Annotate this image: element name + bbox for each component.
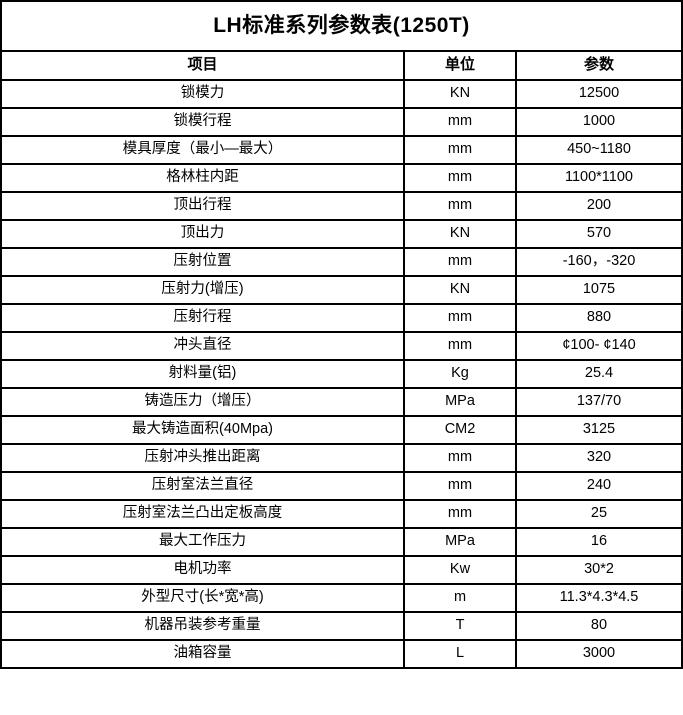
param-name-cell: 铸造压力（增压） bbox=[0, 387, 405, 417]
table-row: 压射位置 mm -160，-320 bbox=[0, 247, 683, 277]
table-header-row: 项目 单位 参数 bbox=[0, 50, 683, 81]
unit-cell: T bbox=[403, 611, 517, 641]
unit-cell: KN bbox=[403, 79, 517, 109]
table-row: 机器吊装参考重量 T 80 bbox=[0, 611, 683, 641]
unit-cell: mm bbox=[403, 471, 517, 501]
column-header-unit: 单位 bbox=[403, 50, 517, 81]
value-cell: 200 bbox=[515, 191, 683, 221]
unit-cell: Kw bbox=[403, 555, 517, 585]
param-name-cell: 油箱容量 bbox=[0, 639, 405, 669]
value-cell: 11.3*4.3*4.5 bbox=[515, 583, 683, 613]
unit-cell: CM2 bbox=[403, 415, 517, 445]
table-row: 压射冲头推出距离 mm 320 bbox=[0, 443, 683, 473]
param-name-cell: 锁模行程 bbox=[0, 107, 405, 137]
value-cell: 25 bbox=[515, 499, 683, 529]
table-row: 锁模行程 mm 1000 bbox=[0, 107, 683, 137]
param-name-cell: 压射行程 bbox=[0, 303, 405, 333]
table-row: 锁模力 KN 12500 bbox=[0, 79, 683, 109]
table-row: 最大工作压力 MPa 16 bbox=[0, 527, 683, 557]
value-cell: 3125 bbox=[515, 415, 683, 445]
param-name-cell: 压射冲头推出距离 bbox=[0, 443, 405, 473]
value-cell: 30*2 bbox=[515, 555, 683, 585]
param-name-cell: 电机功率 bbox=[0, 555, 405, 585]
unit-cell: KN bbox=[403, 219, 517, 249]
unit-cell: mm bbox=[403, 163, 517, 193]
column-header-value: 参数 bbox=[515, 50, 683, 81]
unit-cell: mm bbox=[403, 135, 517, 165]
unit-cell: mm bbox=[403, 247, 517, 277]
param-name-cell: 外型尺寸(长*宽*高) bbox=[0, 583, 405, 613]
table-row: 格林柱内距 mm 1100*1100 bbox=[0, 163, 683, 193]
param-name-cell: 压射位置 bbox=[0, 247, 405, 277]
value-cell: 12500 bbox=[515, 79, 683, 109]
param-name-cell: 最大铸造面积(40Mpa) bbox=[0, 415, 405, 445]
column-header-item: 项目 bbox=[0, 50, 405, 81]
value-cell: 450~1180 bbox=[515, 135, 683, 165]
value-cell: 320 bbox=[515, 443, 683, 473]
param-name-cell: 压射力(增压) bbox=[0, 275, 405, 305]
param-name-cell: 机器吊装参考重量 bbox=[0, 611, 405, 641]
value-cell: 16 bbox=[515, 527, 683, 557]
unit-cell: m bbox=[403, 583, 517, 613]
unit-cell: mm bbox=[403, 499, 517, 529]
table-row: 顶出行程 mm 200 bbox=[0, 191, 683, 221]
param-name-cell: 顶出行程 bbox=[0, 191, 405, 221]
unit-cell: L bbox=[403, 639, 517, 669]
table-row: 冲头直径 mm ¢100- ¢140 bbox=[0, 331, 683, 361]
value-cell: 570 bbox=[515, 219, 683, 249]
table-row: 电机功率 Kw 30*2 bbox=[0, 555, 683, 585]
value-cell: -160，-320 bbox=[515, 247, 683, 277]
unit-cell: Kg bbox=[403, 359, 517, 389]
table-title-row: LH标准系列参数表(1250T) bbox=[0, 0, 683, 52]
table-row: 射料量(铝) Kg 25.4 bbox=[0, 359, 683, 389]
unit-cell: MPa bbox=[403, 527, 517, 557]
value-cell: ¢100- ¢140 bbox=[515, 331, 683, 361]
param-name-cell: 顶出力 bbox=[0, 219, 405, 249]
param-name-cell: 格林柱内距 bbox=[0, 163, 405, 193]
param-name-cell: 最大工作压力 bbox=[0, 527, 405, 557]
unit-cell: MPa bbox=[403, 387, 517, 417]
unit-cell: mm bbox=[403, 191, 517, 221]
param-name-cell: 压射室法兰直径 bbox=[0, 471, 405, 501]
table-row: 顶出力 KN 570 bbox=[0, 219, 683, 249]
unit-cell: mm bbox=[403, 107, 517, 137]
unit-cell: mm bbox=[403, 443, 517, 473]
value-cell: 80 bbox=[515, 611, 683, 641]
table-row: 铸造压力（增压） MPa 137/70 bbox=[0, 387, 683, 417]
table-row: 压射行程 mm 880 bbox=[0, 303, 683, 333]
table-row: 压射室法兰直径 mm 240 bbox=[0, 471, 683, 501]
parameter-table: LH标准系列参数表(1250T) 项目 单位 参数 锁模力 KN 12500 锁… bbox=[0, 0, 683, 669]
table-title: LH标准系列参数表(1250T) bbox=[0, 0, 683, 52]
table-row: 压射室法兰凸出定板高度 mm 25 bbox=[0, 499, 683, 529]
value-cell: 137/70 bbox=[515, 387, 683, 417]
param-name-cell: 锁模力 bbox=[0, 79, 405, 109]
table-row: 最大铸造面积(40Mpa) CM2 3125 bbox=[0, 415, 683, 445]
table-row: 压射力(增压) KN 1075 bbox=[0, 275, 683, 305]
value-cell: 1100*1100 bbox=[515, 163, 683, 193]
value-cell: 25.4 bbox=[515, 359, 683, 389]
param-name-cell: 射料量(铝) bbox=[0, 359, 405, 389]
unit-cell: mm bbox=[403, 331, 517, 361]
value-cell: 1075 bbox=[515, 275, 683, 305]
value-cell: 240 bbox=[515, 471, 683, 501]
value-cell: 1000 bbox=[515, 107, 683, 137]
table-row: 油箱容量 L 3000 bbox=[0, 639, 683, 669]
table-row: 模具厚度（最小—最大） mm 450~1180 bbox=[0, 135, 683, 165]
unit-cell: KN bbox=[403, 275, 517, 305]
value-cell: 880 bbox=[515, 303, 683, 333]
value-cell: 3000 bbox=[515, 639, 683, 669]
param-name-cell: 压射室法兰凸出定板高度 bbox=[0, 499, 405, 529]
table-row: 外型尺寸(长*宽*高) m 11.3*4.3*4.5 bbox=[0, 583, 683, 613]
param-name-cell: 冲头直径 bbox=[0, 331, 405, 361]
unit-cell: mm bbox=[403, 303, 517, 333]
param-name-cell: 模具厚度（最小—最大） bbox=[0, 135, 405, 165]
